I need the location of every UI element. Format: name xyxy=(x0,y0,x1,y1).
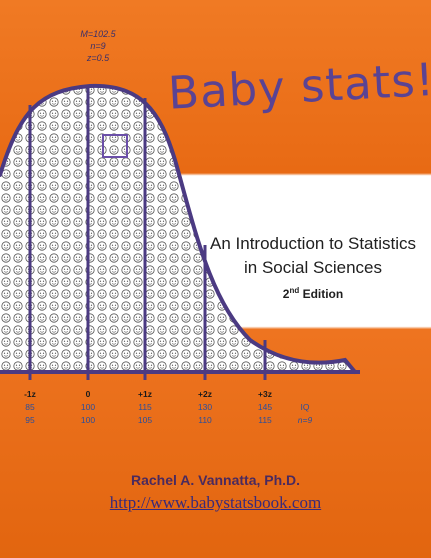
book-subtitle: An Introduction to Statistics in Social … xyxy=(198,232,428,280)
tick-n-value: 110 xyxy=(198,415,212,425)
tick-minus-1z: -1z 85 95 xyxy=(5,388,55,427)
tick-z-label: +1z xyxy=(138,389,152,399)
tick-n-value: 100 xyxy=(80,415,96,425)
iq-label: IQ xyxy=(300,402,310,412)
tick-legend: IQ n=9 xyxy=(285,401,325,427)
tick-n-value: 95 xyxy=(25,415,35,425)
tick-n-value: 115 xyxy=(258,415,272,425)
tick-iq-value: 100 xyxy=(80,402,96,412)
n-label: n=9 xyxy=(297,415,313,425)
tick-z-label: +3z xyxy=(258,389,272,399)
tick-iq-value: 115 xyxy=(138,402,152,412)
mean-stat: M=102.5 xyxy=(80,29,116,39)
z-score-lines xyxy=(28,86,267,380)
website-link[interactable]: http://www.babystatsbook.com xyxy=(109,493,322,512)
author-name: Rachel A. Vannatta, Ph.D. xyxy=(130,472,301,488)
bell-curve-line xyxy=(0,83,357,374)
z-stat: z=0.5 xyxy=(86,53,110,63)
tick-n-value: 105 xyxy=(137,415,153,425)
tick-0: 0 100 100 xyxy=(63,388,113,427)
highlight-box xyxy=(102,134,128,158)
n-stat: n=9 xyxy=(90,41,106,51)
subtitle-line-2: in Social Sciences xyxy=(244,258,382,277)
baby-face-fill xyxy=(0,85,355,372)
curve-stats: M=102.5 n=9 z=0.5 xyxy=(68,28,128,64)
tick-z-label: 0 xyxy=(85,389,91,399)
tick-iq-value: 145 xyxy=(257,402,273,412)
subtitle-line-1: An Introduction to Statistics xyxy=(210,234,416,253)
edition-label: 2nd Edition xyxy=(198,286,428,301)
edition-number: 2 xyxy=(282,287,290,301)
edition-word: Edition xyxy=(302,287,344,301)
tick-iq-value: 85 xyxy=(25,402,35,412)
tick-iq-value: 130 xyxy=(197,402,213,412)
tick-z-label: -1z xyxy=(24,389,36,399)
tick-plus-2z: +2z 130 110 xyxy=(180,388,230,427)
tick-plus-1z: +1z 115 105 xyxy=(120,388,170,427)
tick-z-label: +2z xyxy=(198,389,212,399)
edition-suffix: nd xyxy=(289,286,300,295)
tick-plus-3z: +3z 145 115 xyxy=(240,388,290,427)
